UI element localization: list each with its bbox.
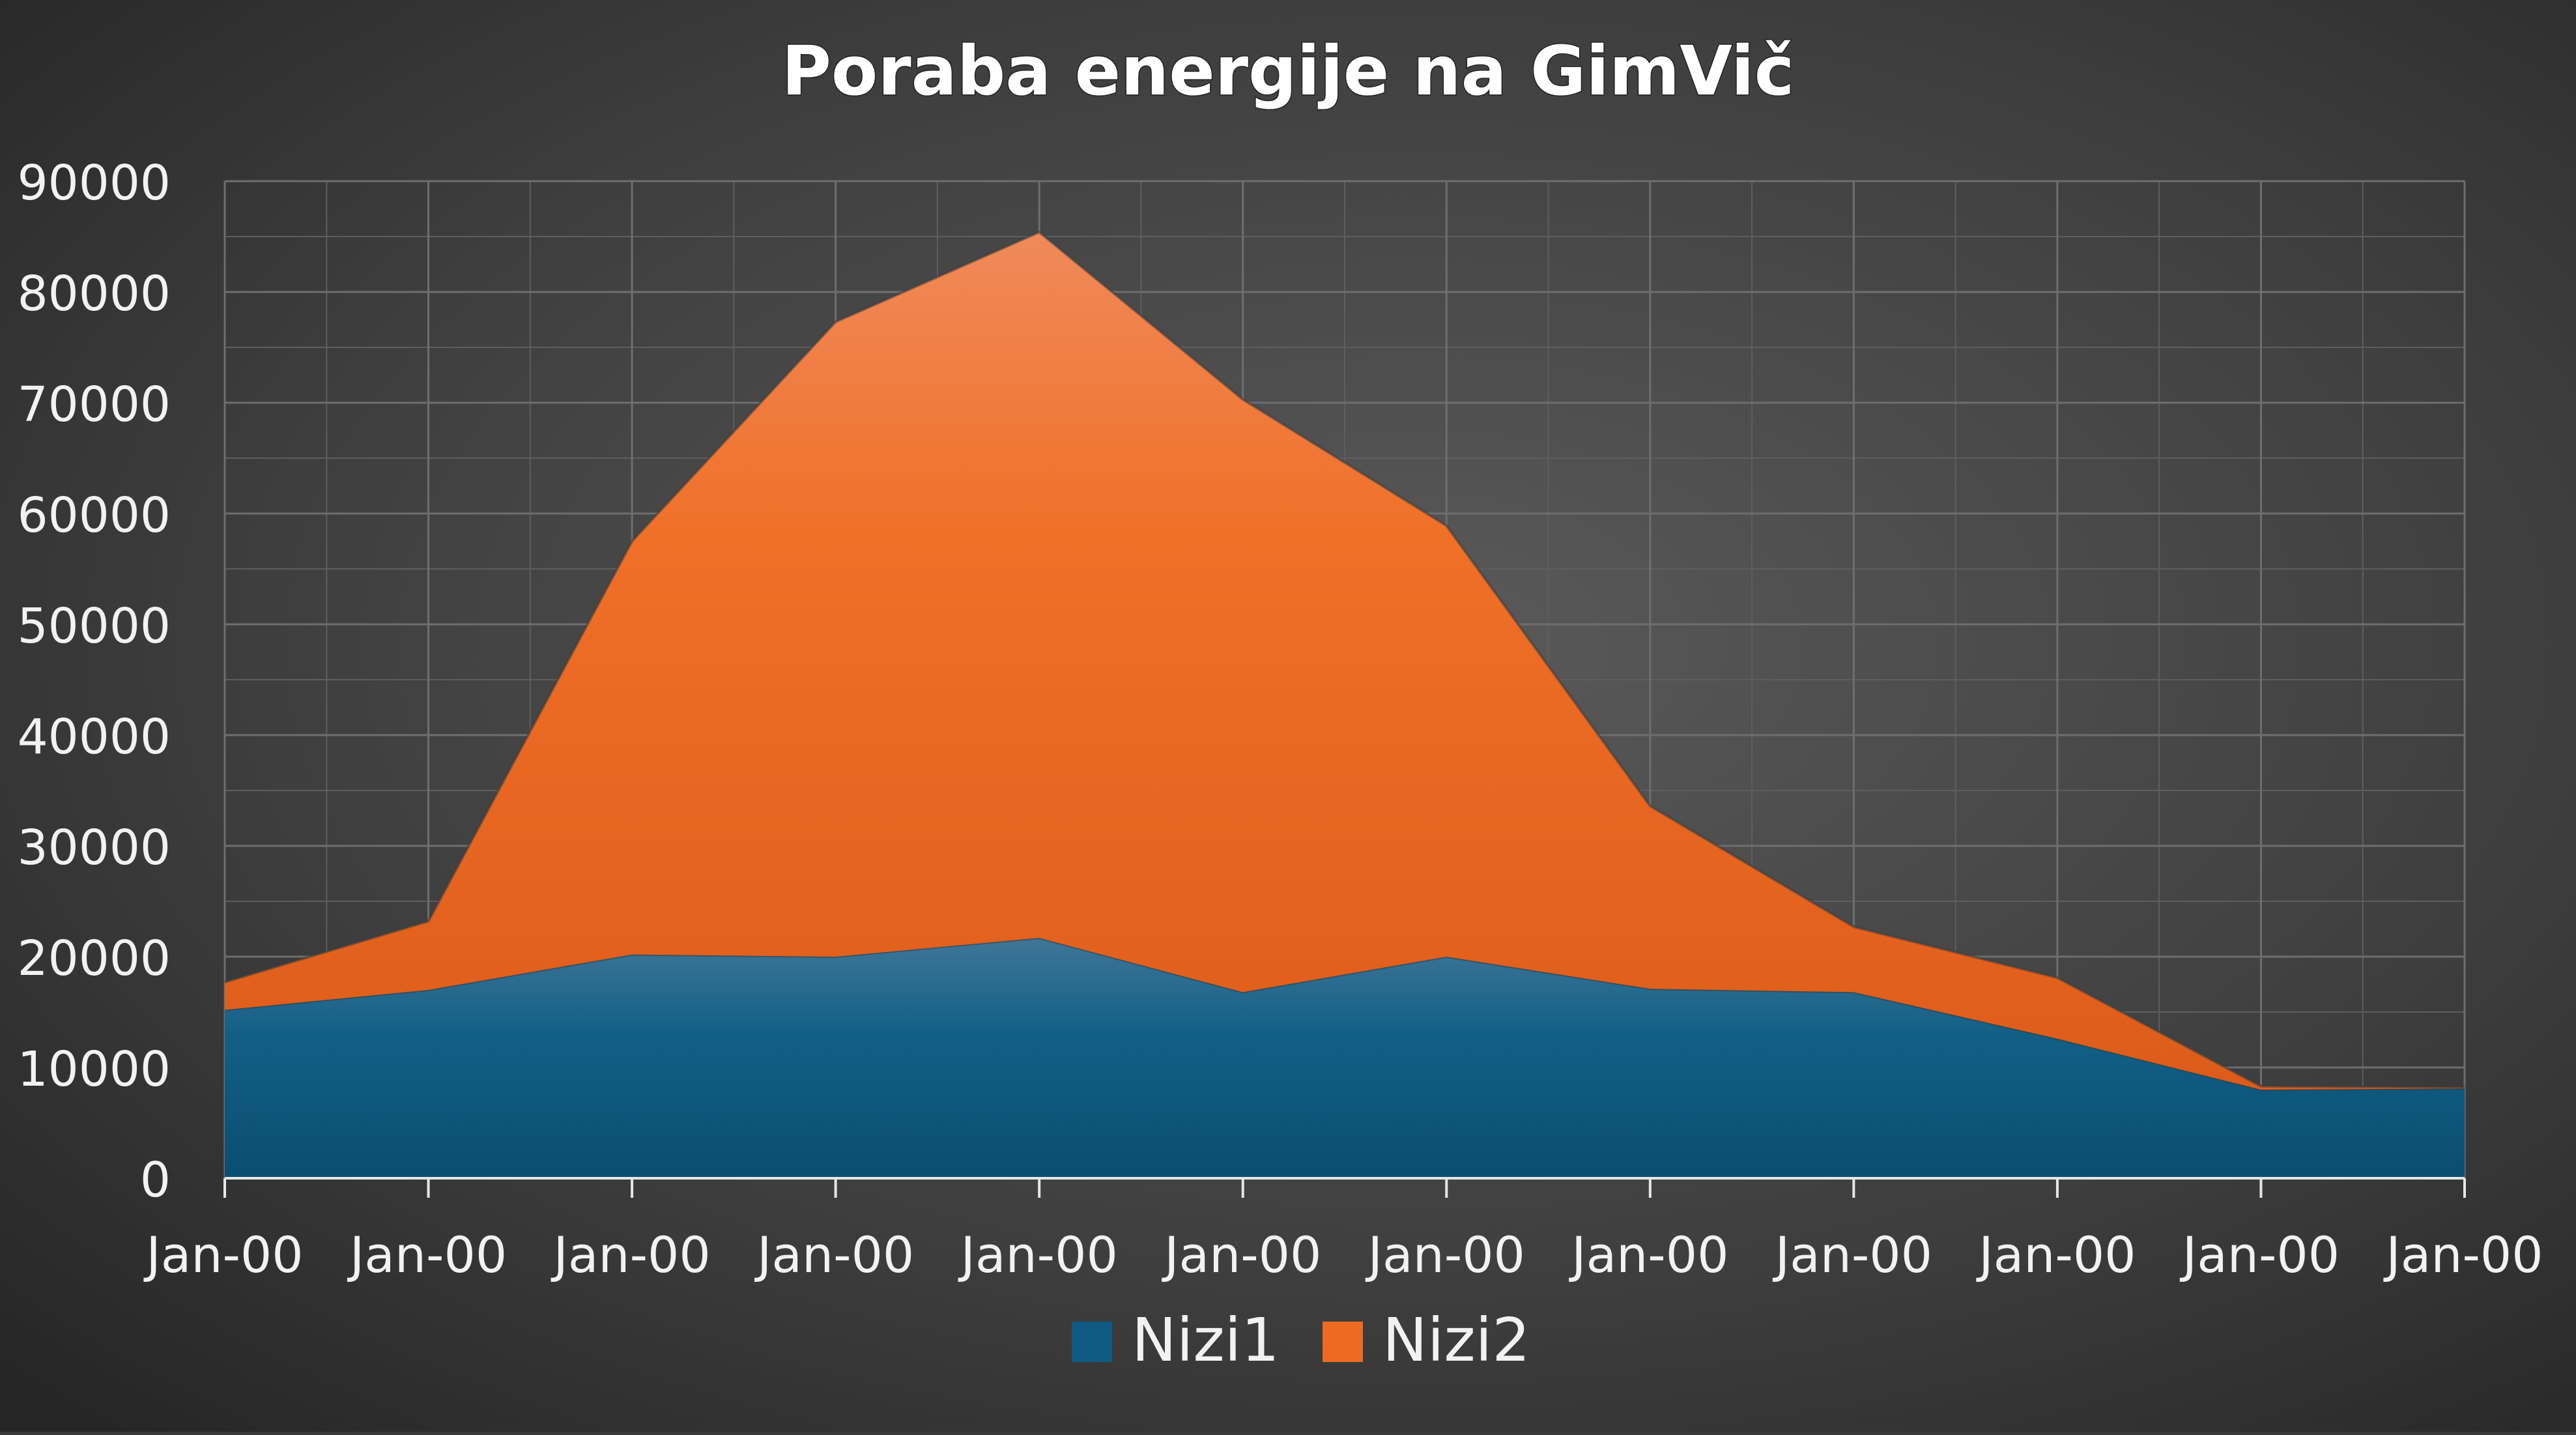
y-tick-labels: 0 10000 20000 30000 40000 50000 60000 70000 8000…	[18, 155, 171, 1208]
y-tick-label: 20000	[18, 931, 171, 987]
axes	[223, 1177, 2466, 1198]
x-tick-labels: Jan-00 Jan-00 Jan-00 Jan-00 Jan-00 Jan-00 Jan-…	[143, 1226, 2543, 1284]
x-tick-label: Jan-00	[754, 1226, 914, 1284]
x-tick-label: Jan-00	[1976, 1226, 2136, 1284]
y-tick-label: 40000	[18, 709, 171, 765]
x-tick-label: Jan-00	[1366, 1226, 1525, 1284]
y-tick-label: 60000	[18, 487, 171, 544]
legend-swatch-nizi2	[1323, 1322, 1363, 1362]
legend: Nizi1 Nizi2	[1072, 1305, 1530, 1375]
x-tick-label: Jan-00	[958, 1226, 1118, 1284]
series-areas	[224, 230, 2465, 1178]
x-tick-label: Jan-00	[1162, 1226, 1321, 1284]
y-tick-label: 70000	[18, 377, 171, 433]
y-tick-label: 80000	[18, 266, 171, 322]
y-tick-label: 50000	[18, 598, 171, 654]
x-tick-label: Jan-00	[1773, 1226, 1932, 1284]
x-tick-label: Jan-00	[143, 1226, 303, 1284]
x-tick-label: Jan-00	[347, 1226, 507, 1284]
x-tick-label: Jan-00	[2180, 1226, 2340, 1284]
legend-label-nizi2: Nizi2	[1382, 1305, 1530, 1375]
series-area-nizi1	[225, 938, 2465, 1178]
y-tick-label: 0	[140, 1152, 171, 1208]
legend-swatch-nizi1	[1072, 1322, 1112, 1362]
x-tick-label: Jan-00	[551, 1226, 710, 1284]
chart-title: Poraba energije na GimVič	[782, 31, 1795, 111]
y-tick-label: 90000	[18, 155, 171, 211]
y-tick-label: 30000	[18, 820, 171, 876]
series-area-nizi2	[225, 232, 2465, 1090]
x-tick-label: Jan-00	[1569, 1226, 1728, 1284]
legend-label-nizi1: Nizi1	[1132, 1305, 1280, 1375]
y-tick-label: 10000	[18, 1041, 171, 1097]
series-outline-nizi2	[224, 230, 2465, 1089]
x-tick-label: Jan-00	[2383, 1226, 2543, 1284]
